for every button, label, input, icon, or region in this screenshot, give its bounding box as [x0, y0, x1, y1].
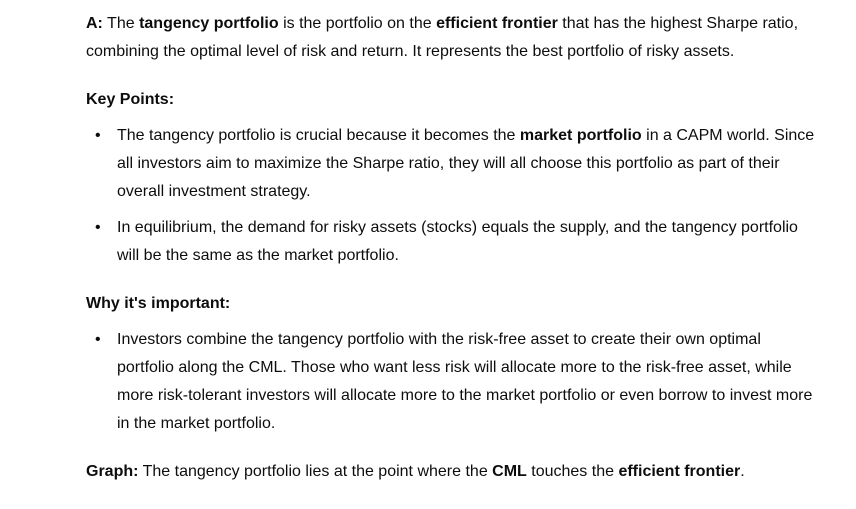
bullet-icon: •	[95, 331, 101, 348]
graph-paragraph: Graph: The tangency portfolio lies at th…	[86, 463, 745, 480]
answer-text: is the portfolio on the	[278, 15, 437, 32]
term-tangency-portfolio: tangency portfolio	[139, 15, 279, 32]
answer-prefix: A:	[86, 15, 103, 32]
answer-paragraph: A: The tangency portfolio is the portfol…	[86, 10, 816, 66]
answer-text: The	[102, 15, 140, 32]
list-item: • Investors combine the tangency portfoli…	[86, 326, 816, 438]
why-important-heading: Why it's important:	[86, 295, 231, 312]
term-market-portfolio: market portfolio	[519, 127, 642, 144]
graph-label: Graph:	[86, 463, 139, 480]
term-efficient-frontier: efficient frontier	[436, 15, 558, 32]
key-points-list: • The tangency portfolio is crucial becau…	[86, 122, 816, 270]
answer-content: A: The tangency portfolio is the portfol…	[86, 10, 816, 486]
list-item: • The tangency portfolio is crucial becau…	[86, 122, 816, 206]
list-item: • In equilibrium, the demand for risky as…	[86, 214, 816, 270]
bullet-icon: •	[95, 219, 101, 236]
term-efficient-frontier: efficient frontier	[618, 463, 741, 480]
key-points-heading: Key Points:	[86, 91, 175, 108]
answer-text: that has the highest Sharpe ratio, combi…	[86, 15, 799, 60]
term-cml: CML	[492, 463, 527, 480]
why-important-list: • Investors combine the tangency portfoli…	[86, 326, 816, 438]
bullet-icon: •	[95, 127, 101, 144]
